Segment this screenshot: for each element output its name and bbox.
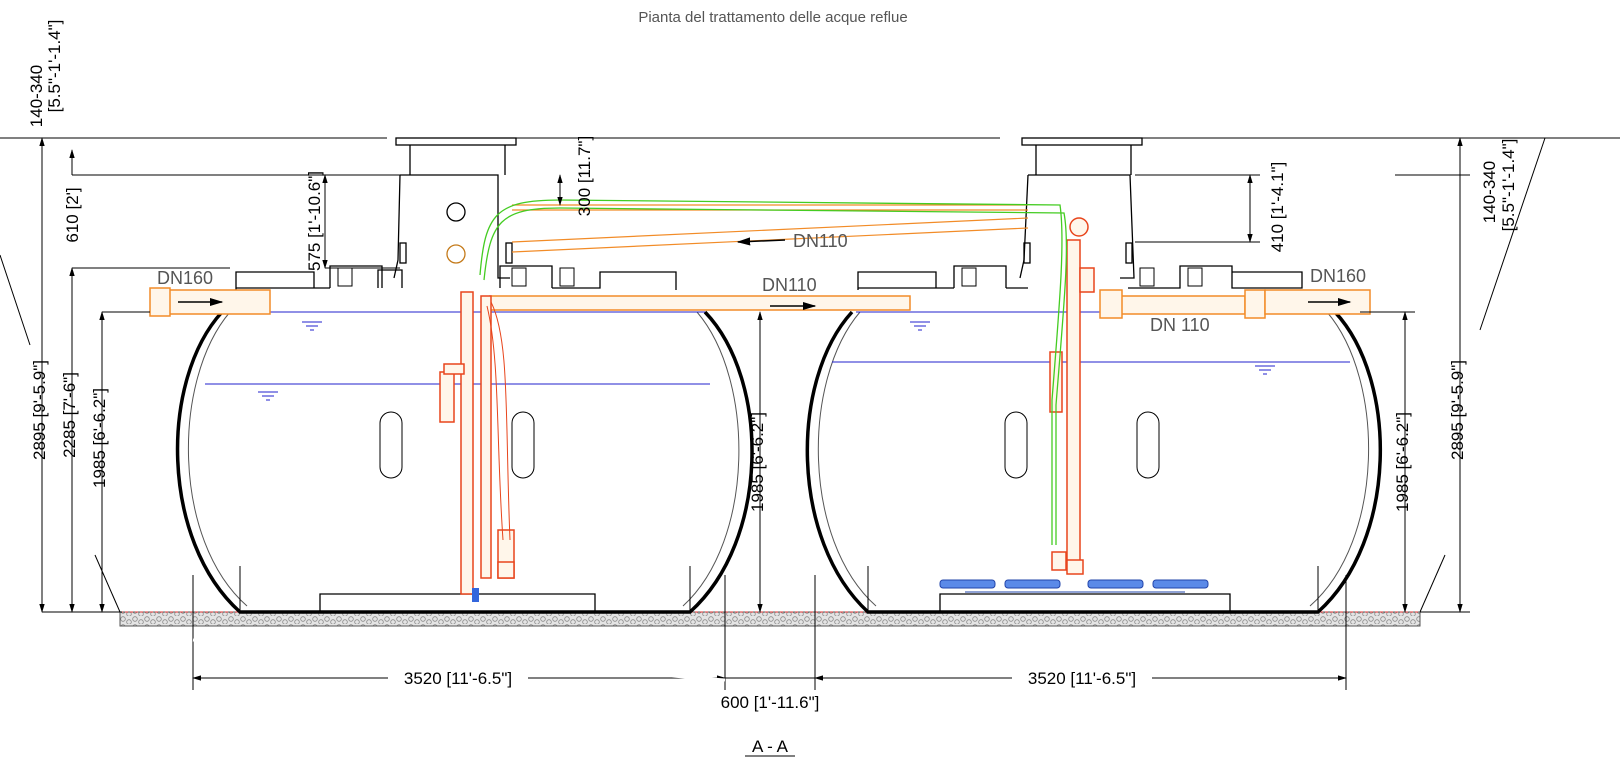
label-dn110-upper: DN110 xyxy=(793,231,848,251)
section-label: A - A xyxy=(752,737,789,756)
label-dn110-right: DN 110 xyxy=(1150,315,1210,335)
label-dn160-left: DN160 xyxy=(157,268,213,288)
dim-cover-left: 140-340 xyxy=(27,65,46,127)
label-dn160-right: DN160 xyxy=(1310,266,1366,286)
dim-3520-left: 3520 [11'-6.5"] xyxy=(404,669,512,688)
left-outlet-marker xyxy=(472,588,479,602)
dim-300: 300 [11.7"] xyxy=(575,136,594,216)
dim-2895-left: 2895 [9'-5.9"] xyxy=(30,360,49,460)
left-manhole xyxy=(393,137,517,279)
aeration-diffusers xyxy=(939,579,1209,593)
dim-1985-middle: 1985 [6'-6.2"] xyxy=(748,412,767,512)
right-tank xyxy=(805,265,1383,614)
dim-2285: 2285 [7'-6"] xyxy=(60,372,79,458)
dimension-lines xyxy=(39,137,1470,757)
dim-cover-right-imperial: [5.5"-1'-1.4"] xyxy=(1499,139,1518,232)
dim-600: 600 [1'-11.6"] xyxy=(721,693,820,712)
dim-3520-right: 3520 [11'-6.5"] xyxy=(1028,669,1136,688)
dim-1985-right: 1985 [6'-6.2"] xyxy=(1393,412,1412,512)
dim-610: 610 [2'] xyxy=(63,187,82,242)
label-dn110-lower: DN110 xyxy=(762,275,817,295)
dim-cover-right: 140-340 xyxy=(1480,161,1499,223)
left-risers xyxy=(439,291,515,595)
gravel-bedding xyxy=(119,611,1421,627)
ground-line xyxy=(0,137,1620,613)
dim-cover-left-imperial: [5.5"-1'-1.4"] xyxy=(45,20,64,113)
right-manhole xyxy=(1019,137,1143,279)
drawing-title: Pianta del trattamento delle acque reflu… xyxy=(638,9,907,26)
right-risers xyxy=(1049,217,1095,575)
dim-410: 410 [1'-4.1"] xyxy=(1268,162,1287,253)
dim-575: 575 [1'-10.6"] xyxy=(305,171,324,271)
air-lines xyxy=(479,199,1068,545)
flow-arrows xyxy=(178,237,1352,311)
dim-2895-right: 2895 [9'-5.9"] xyxy=(1448,360,1467,460)
dim-1985-left: 1985 [6'-6.2"] xyxy=(90,388,109,488)
